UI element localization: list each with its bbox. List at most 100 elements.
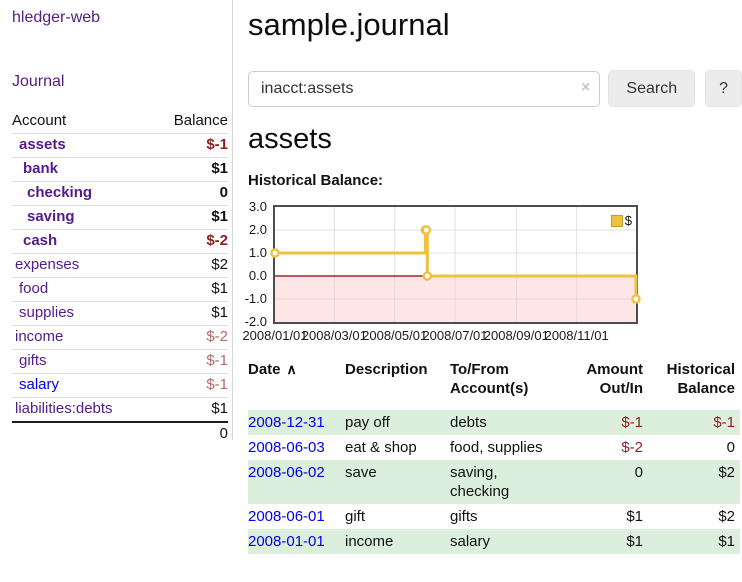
description-cell: gift (345, 508, 366, 525)
account-heading: assets (248, 123, 332, 155)
x-axis-tick-label: 2008/11/01 (544, 328, 609, 343)
brand-link[interactable]: hledger-web (12, 9, 101, 26)
account-name-cell: expenses (12, 253, 153, 278)
account-tree-rows: assets $-1 bank $1 checking 0 saving $1 cash $-2 e… (12, 133, 228, 422)
balance-cell: $2 (718, 508, 735, 525)
sidebar-account-liabilities-debts[interactable]: liabilities:debts (15, 400, 113, 417)
search-input[interactable] (248, 70, 601, 107)
legend-swatch-icon (610, 214, 623, 227)
balance-cell: $-1 (713, 414, 735, 431)
sidebar-account-food[interactable]: food (19, 280, 49, 297)
account-name-cell: supplies (12, 301, 153, 326)
date-cell: 2008-12-31 (248, 410, 345, 435)
register-row: 2008-06-02 save saving, checking 0 $2 (248, 460, 740, 504)
y-axis-tick-label: -1.0 (244, 291, 267, 306)
balance-cell: $2 (718, 464, 735, 481)
account-total-row: 0 (12, 421, 228, 446)
search-button[interactable]: Search (608, 70, 696, 107)
search-form: × Search ? (248, 70, 742, 107)
sidebar-account-bank[interactable]: bank (23, 160, 59, 177)
account-name-cell: saving (12, 205, 153, 230)
amount-cell: $1 (626, 533, 643, 550)
column-header-accounts[interactable]: To/From Account(s) (450, 361, 529, 397)
column-header-description[interactable]: Description (345, 361, 428, 378)
sidebar-account-checking[interactable]: checking (27, 184, 93, 201)
account-name-cell: food (12, 277, 153, 302)
sidebar-account-saving[interactable]: saving (27, 208, 75, 225)
date-link[interactable]: 2008-06-02 (248, 464, 325, 481)
sidebar-item-journal[interactable]: Journal (12, 73, 65, 90)
sidebar-account-salary[interactable]: salary (19, 376, 60, 393)
account-balance: $2 (152, 253, 228, 278)
accounts-cell: gifts (450, 508, 478, 525)
account-row: liabilities:debts $1 (12, 397, 228, 422)
balance-cell: 0 (726, 439, 735, 456)
column-header-amount[interactable]: Amount Out/In (586, 361, 643, 397)
chart-title-label: Historical Balance: (248, 172, 384, 189)
sidebar: hledger-web Journal Account Balance asse… (0, 0, 233, 446)
y-axis-tick-label: 2.0 (248, 222, 267, 237)
account-name-cell: bank (12, 157, 153, 182)
account-name-cell: checking (12, 181, 153, 206)
y-axis-tick-label: -2.0 (244, 314, 267, 329)
sidebar-account-assets[interactable]: assets (19, 136, 66, 153)
account-row: checking 0 (12, 181, 228, 206)
account-row: salary $-1 (12, 373, 228, 398)
x-axis-tick-label: 2008/07/01 (422, 328, 488, 343)
accounts-cell: salary (450, 533, 491, 550)
account-row: bank $1 (12, 157, 228, 182)
date-link[interactable]: 2008-12-31 (248, 414, 325, 431)
register-row: 2008-12-31 pay off debts $-1 $-1 (248, 410, 740, 435)
legend-label: $ (624, 213, 632, 228)
sidebar-account-income[interactable]: income (15, 328, 64, 345)
account-balance: $1 (152, 397, 228, 422)
description-cell: save (345, 464, 377, 481)
sidebar-account-supplies[interactable]: supplies (19, 304, 75, 321)
description-cell: pay off (345, 414, 390, 431)
y-axis-tick-label: 3.0 (248, 199, 267, 214)
main-content: sample.journal × Search ? assets Histori… (233, 0, 742, 554)
account-tree-header-row: Account Balance (12, 110, 228, 134)
accounts-cell: saving, checking (450, 464, 510, 500)
account-row: food $1 (12, 277, 228, 302)
account-name-cell: cash (12, 229, 153, 254)
clear-search-icon[interactable]: × (581, 78, 591, 96)
account-balance: $1 (152, 157, 228, 182)
x-axis-tick-label: 2008/03/01 (301, 328, 367, 343)
account-row: gifts $-1 (12, 349, 228, 374)
date-cell: 2008-01-01 (248, 529, 345, 554)
sidebar-account-gifts[interactable]: gifts (19, 352, 47, 369)
amount-cell: 0 (634, 464, 643, 481)
account-name-cell: assets (12, 133, 153, 158)
page: hledger-web Journal Account Balance asse… (0, 0, 742, 554)
date-link[interactable]: 2008-01-01 (248, 533, 325, 550)
account-balance: $1 (152, 277, 228, 302)
column-header-balance[interactable]: Historical Balance (666, 361, 735, 397)
register-header-row: Date ∧ Description To/From Account(s) Amo… (248, 360, 740, 410)
register-row: 2008-01-01 income salary $1 $1 (248, 529, 740, 554)
account-balance: 0 (152, 181, 228, 206)
date-cell: 2008-06-02 (248, 460, 345, 504)
amount-cell: $-2 (621, 439, 643, 456)
register-rows: 2008-12-31 pay off debts $-1 $-1 2008-06-03 ea… (248, 410, 740, 554)
account-tree-table: Account Balance assets $-1 bank $1 checking 0… (12, 110, 228, 446)
description-cell: income (345, 533, 394, 550)
data-point-marker (422, 271, 433, 281)
search-help-button[interactable]: ? (705, 70, 742, 107)
search-box: × (248, 70, 601, 107)
column-header-date[interactable]: Date ∧ (248, 360, 345, 410)
sidebar-account-cash[interactable]: cash (23, 232, 58, 249)
sidebar-account-expenses[interactable]: expenses (15, 256, 80, 273)
account-balance: $-1 (152, 133, 228, 158)
date-link[interactable]: 2008-06-03 (248, 439, 325, 456)
account-balance: $1 (152, 205, 228, 230)
x-axis-tick-label: 2008/09/01 (483, 328, 549, 343)
description-cell: eat & shop (345, 439, 417, 456)
date-cell: 2008-06-01 (248, 504, 345, 529)
account-total-value: 0 (152, 421, 228, 446)
page-title: sample.journal (248, 7, 450, 42)
account-balance: $-2 (152, 325, 228, 350)
amount-cell: $1 (626, 508, 643, 525)
register-table: Date ∧ Description To/From Account(s) Amo… (248, 360, 740, 554)
date-link[interactable]: 2008-06-01 (248, 508, 325, 525)
